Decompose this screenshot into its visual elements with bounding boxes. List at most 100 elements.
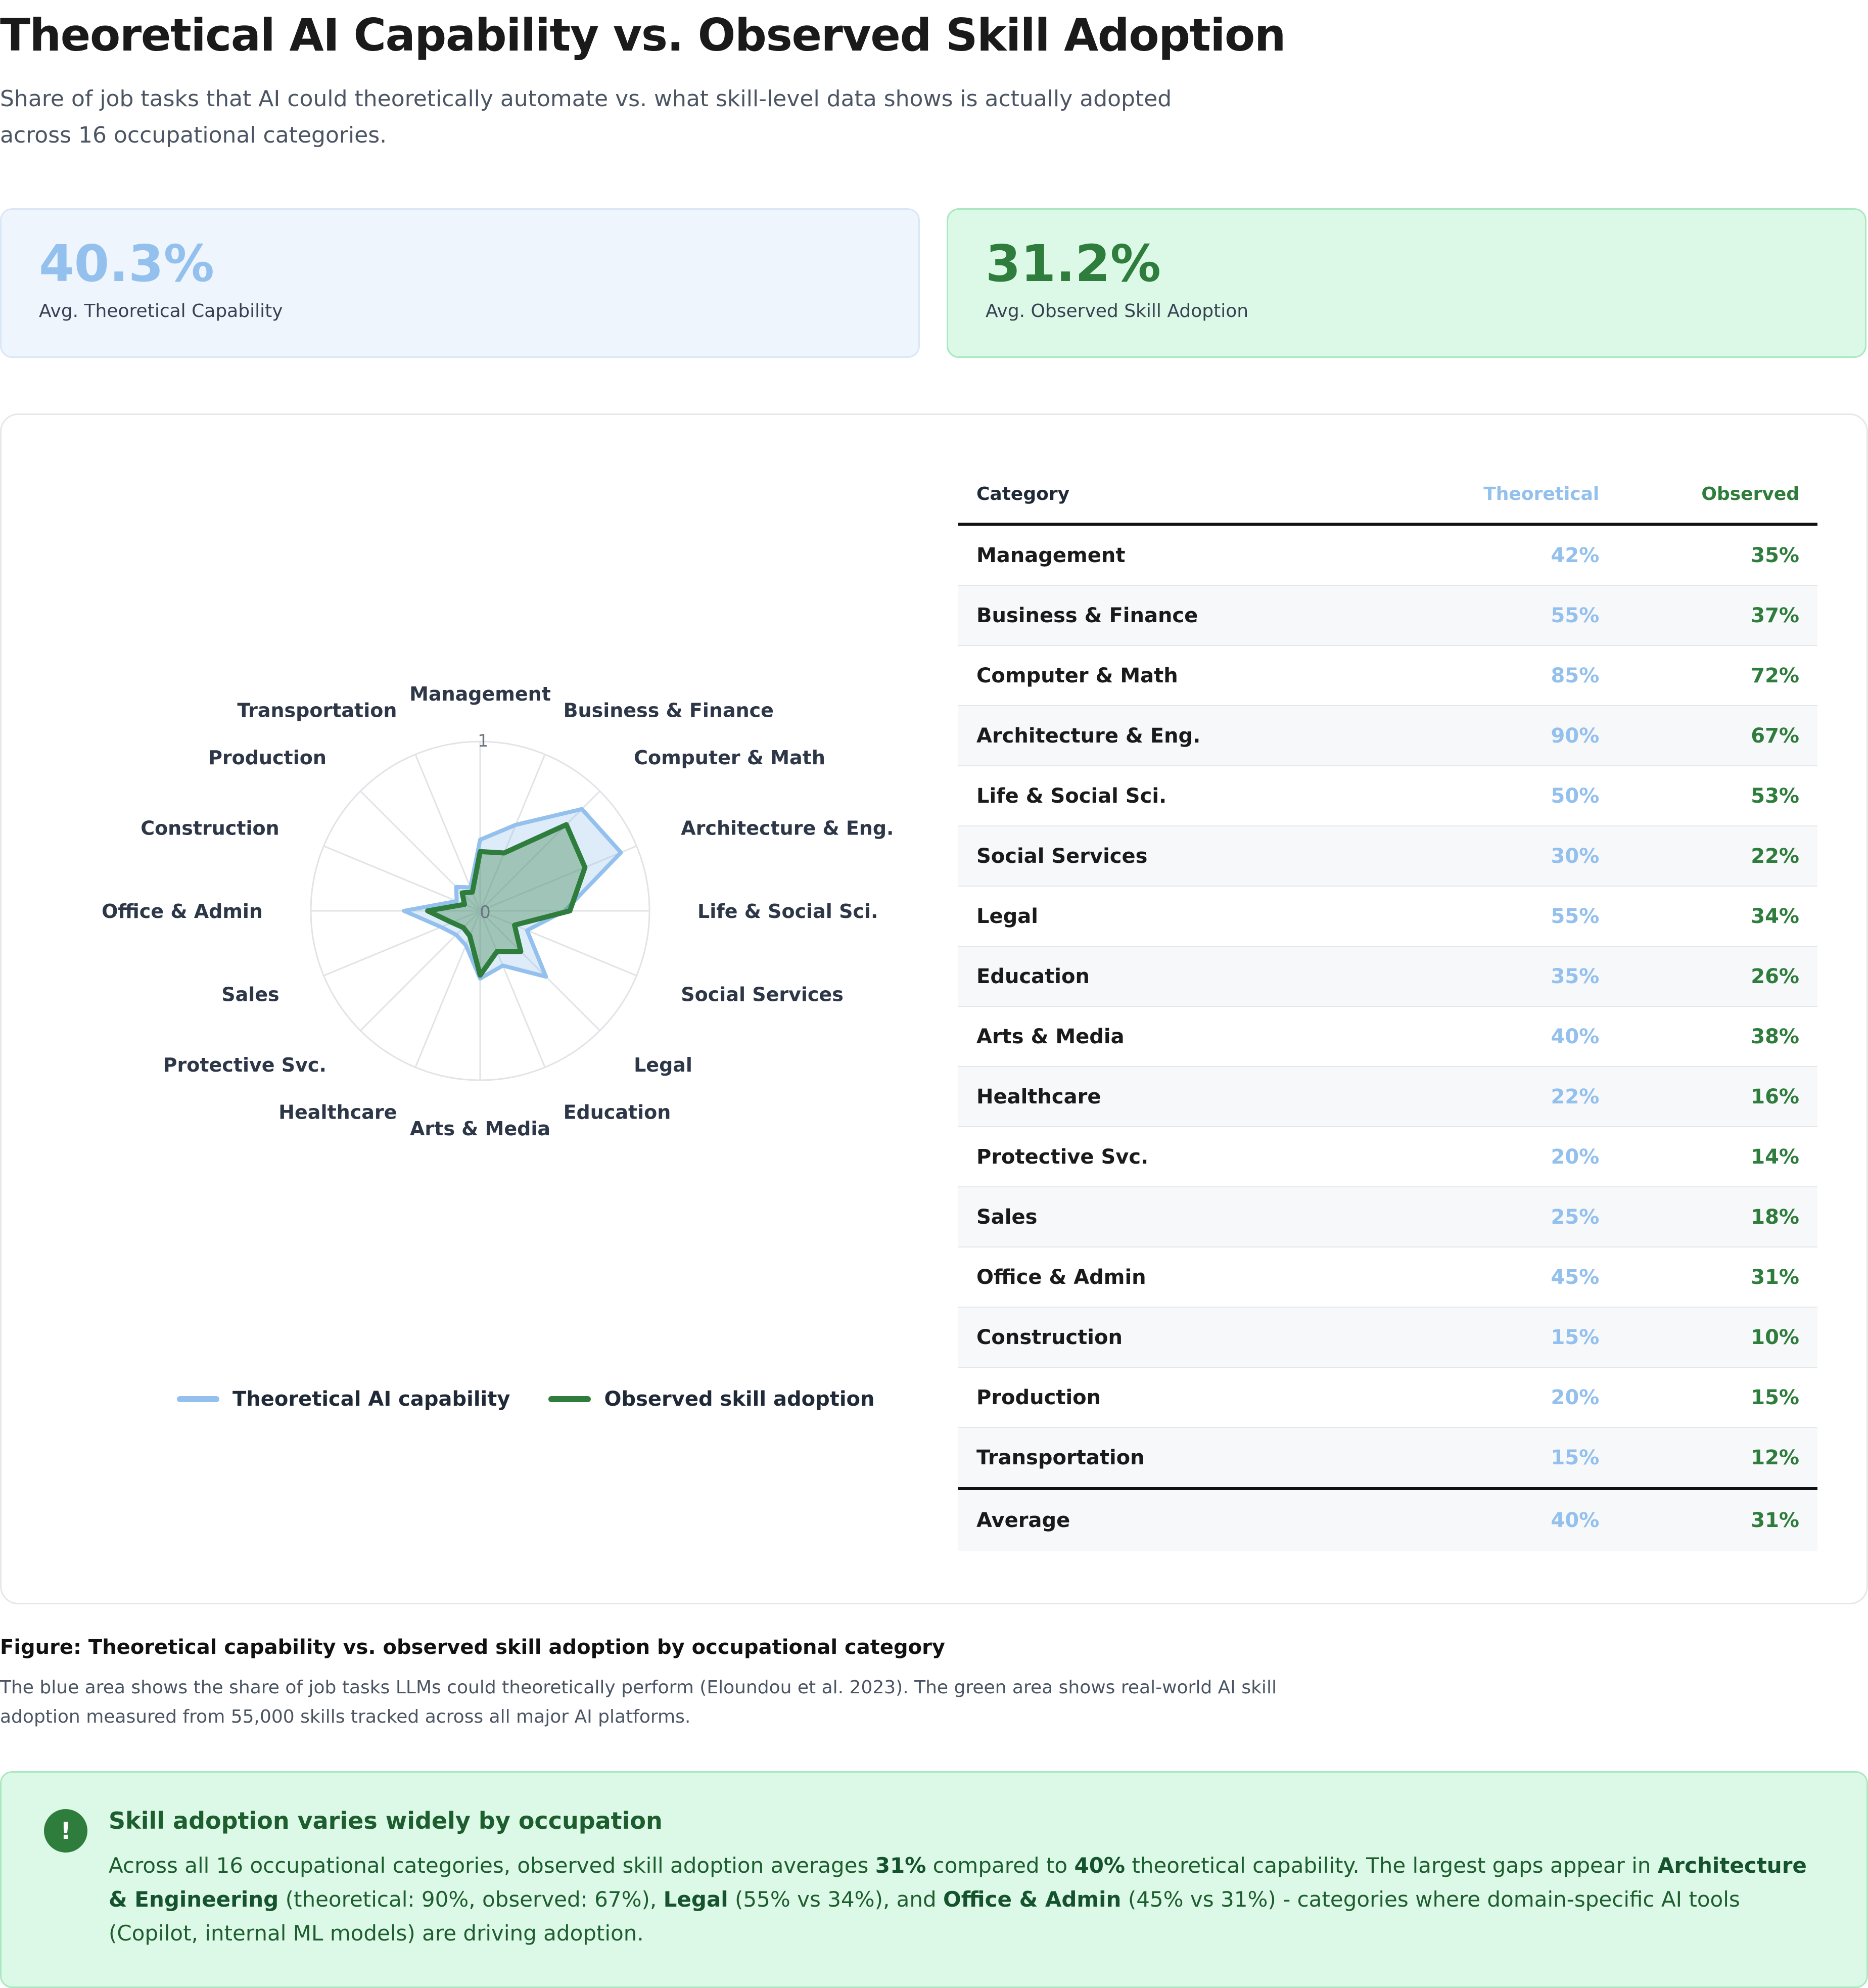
table-row: Production 20% 15% xyxy=(958,1367,1817,1428)
table-row: Legal 55% 34% xyxy=(958,886,1817,947)
callout-emphasis: Architecture & Engineering xyxy=(109,1853,1807,1912)
cell-category: Protective Svc. xyxy=(958,1127,1382,1187)
legend-swatch-observed xyxy=(548,1396,591,1402)
callout-text: compared to xyxy=(926,1853,1075,1878)
table-row: Healthcare 22% 16% xyxy=(958,1067,1817,1127)
table-average-row: Average 40% 31% xyxy=(958,1487,1817,1551)
cell-theoretical: 40% xyxy=(1381,1006,1600,1067)
cell-theoretical: 50% xyxy=(1381,766,1600,826)
cell-category: Legal xyxy=(958,886,1382,947)
callout-text: (45% vs 31%) - categories where domain-s… xyxy=(109,1887,1740,1946)
table-row: Sales 25% 18% xyxy=(958,1187,1817,1247)
cell-theoretical: 42% xyxy=(1381,524,1600,586)
table-row: Management 42% 35% xyxy=(958,524,1817,586)
callout-text: theoretical capability. The largest gaps… xyxy=(1125,1853,1658,1878)
legend-item-theoretical[interactable]: Theoretical AI capability xyxy=(177,1388,510,1411)
cell-observed: 12% xyxy=(1599,1427,1817,1489)
radar-category-label: Transportation xyxy=(237,700,397,722)
radar-category-label: Business & Finance xyxy=(564,700,774,722)
cell-theoretical: 55% xyxy=(1381,886,1600,947)
radar-category-label: Sales xyxy=(221,984,279,1006)
theoretical-stat-value: 40.3% xyxy=(39,234,214,293)
legend-item-observed[interactable]: Observed skill adoption xyxy=(548,1388,875,1411)
cell-theoretical: 55% xyxy=(1381,585,1600,646)
table-header-row: Category Theoretical Observed xyxy=(958,465,1817,526)
cell-observed: 72% xyxy=(1599,645,1817,706)
legend-label-theoretical: Theoretical AI capability xyxy=(232,1388,510,1411)
cell-theoretical: 25% xyxy=(1381,1187,1600,1247)
cell-category: Office & Admin xyxy=(958,1247,1382,1308)
radar-category-label: Legal xyxy=(634,1054,692,1076)
observed-series-area xyxy=(425,822,588,978)
table-row: Architecture & Eng. 90% 67% xyxy=(958,706,1817,766)
radar-tick-label: 1 xyxy=(478,731,489,751)
cell-theoretical: 20% xyxy=(1381,1127,1600,1187)
cell-category: Average xyxy=(958,1487,1382,1551)
theoretical-stat-label: Avg. Theoretical Capability xyxy=(39,301,283,321)
radar-spoke xyxy=(360,910,481,1031)
radar-category-label: Construction xyxy=(141,817,279,839)
radar-category-label: Architecture & Eng. xyxy=(681,817,894,839)
table-row: Business & Finance 55% 37% xyxy=(958,585,1817,646)
callout-text: Across all 16 occupational categories, o… xyxy=(109,1853,875,1878)
cell-theoretical: 15% xyxy=(1381,1427,1600,1489)
callout-body: Across all 16 occupational categories, o… xyxy=(109,1848,1832,1950)
exclamation-icon: ! xyxy=(44,1809,87,1853)
chart-panel xyxy=(0,413,1868,1604)
radar-category-label: Office & Admin xyxy=(102,900,263,922)
radar-chart: 0 1 Management Business & Finance Computer &… xyxy=(102,683,894,1140)
column-header-observed: Observed xyxy=(1599,465,1817,526)
radar-category-label: Social Services xyxy=(681,984,844,1006)
cell-category: Management xyxy=(958,524,1382,586)
cell-category: Transportation xyxy=(958,1427,1382,1489)
figure-caption: The blue area shows the share of job tas… xyxy=(0,1677,1277,1727)
cell-category: Sales xyxy=(958,1187,1382,1247)
cell-category: Computer & Math xyxy=(958,645,1382,706)
cell-theoretical: 20% xyxy=(1381,1367,1600,1428)
cell-observed: 67% xyxy=(1599,706,1817,766)
callout-title: Skill adoption varies widely by occupati… xyxy=(109,1807,663,1834)
cell-observed: 18% xyxy=(1599,1187,1817,1247)
cell-category: Education xyxy=(958,946,1382,1007)
cell-observed: 35% xyxy=(1599,524,1817,586)
table-row: Construction 15% 10% xyxy=(958,1307,1817,1368)
radar-category-label: Arts & Media xyxy=(410,1118,550,1140)
page-subtitle: Share of job tasks that AI could theoret… xyxy=(0,86,1172,148)
cell-observed: 31% xyxy=(1599,1247,1817,1308)
callout-emphasis: Legal xyxy=(663,1887,728,1912)
cell-observed: 37% xyxy=(1599,585,1817,646)
radar-spoke xyxy=(479,910,546,1068)
radar-category-label: Protective Svc. xyxy=(163,1054,326,1076)
observed-stat-card: 31.2% Avg. Observed Skill Adoption xyxy=(947,208,1866,358)
legend-label-observed: Observed skill adoption xyxy=(604,1388,875,1411)
radar-spoke xyxy=(360,791,481,912)
radar-category-label: Management xyxy=(409,683,551,705)
column-header-category: Category xyxy=(958,465,1382,526)
table-row: Life & Social Sci. 50% 53% xyxy=(958,766,1817,826)
cell-category: Production xyxy=(958,1367,1382,1428)
cell-theoretical: 85% xyxy=(1381,645,1600,706)
legend-swatch-theoretical xyxy=(177,1396,219,1402)
radar-category-label: Life & Social Sci. xyxy=(697,900,878,922)
cell-theoretical: 90% xyxy=(1381,706,1600,766)
radar-category-label: Production xyxy=(208,747,326,769)
observed-stat-label: Avg. Observed Skill Adoption xyxy=(986,301,1249,321)
radar-tick-label: 0 xyxy=(480,902,491,922)
cell-category: Architecture & Eng. xyxy=(958,706,1382,766)
cell-category: Arts & Media xyxy=(958,1006,1382,1067)
cell-observed: 31% xyxy=(1599,1487,1817,1551)
cell-theoretical: 15% xyxy=(1381,1307,1600,1368)
cell-category: Business & Finance xyxy=(958,585,1382,646)
radar-category-label: Healthcare xyxy=(278,1101,397,1123)
cell-category: Healthcare xyxy=(958,1067,1382,1127)
callout-text: (55% vs 34%), and xyxy=(728,1887,944,1912)
column-header-theoretical: Theoretical xyxy=(1381,465,1600,526)
table-row: Office & Admin 45% 31% xyxy=(958,1247,1817,1308)
cell-theoretical: 45% xyxy=(1381,1247,1600,1308)
callout-text: (theoretical: 90%, observed: 67%), xyxy=(278,1887,664,1912)
figure-title: Figure: Theoretical capability vs. obser… xyxy=(0,1636,945,1659)
chart-legend: Theoretical AI capability Observed skill… xyxy=(177,1388,913,1411)
radar-category-label: Education xyxy=(564,1101,671,1123)
observed-stat-value: 31.2% xyxy=(986,234,1161,293)
